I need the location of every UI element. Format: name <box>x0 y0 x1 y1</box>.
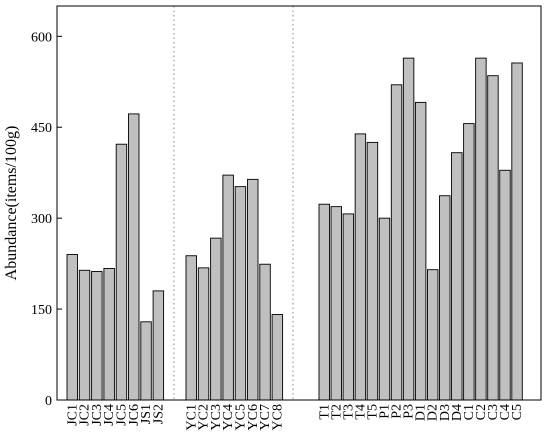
y-axis-ticks: 0 150 300 450 600 <box>31 30 62 409</box>
bar-p2 <box>390 84 403 401</box>
x-tick-label: C4 <box>498 404 513 420</box>
x-tick-label: YC1 <box>184 404 199 430</box>
y-tick-label: 600 <box>31 30 52 45</box>
x-tick-label: C2 <box>474 404 489 420</box>
bar-d2 <box>427 269 439 401</box>
x-tick-label: T2 <box>329 404 344 420</box>
x-tick-label: JC1 <box>65 404 80 426</box>
bar-c4 <box>499 169 511 401</box>
x-tick-label: YC3 <box>209 404 224 430</box>
x-tick-label: YC4 <box>221 404 236 430</box>
y-tick-label: 450 <box>31 121 52 136</box>
y-axis-title: Abundance(items/100g) <box>3 126 20 281</box>
bar-yc4 <box>222 174 234 401</box>
bar-d3 <box>439 195 451 401</box>
x-tick-label: D1 <box>414 404 429 421</box>
x-tick-label: JS1 <box>139 404 154 424</box>
bar-t3 <box>342 213 355 401</box>
x-tick-label: C5 <box>510 404 525 420</box>
bar-p1 <box>378 217 391 401</box>
x-tick-label: C1 <box>462 404 477 420</box>
x-tick-label: T1 <box>317 404 332 420</box>
x-tick-label: JC4 <box>102 404 117 426</box>
bar-t4 <box>354 133 367 401</box>
bar-yc6 <box>247 178 259 401</box>
x-tick-label: T5 <box>365 404 380 420</box>
bar-c3 <box>487 75 499 401</box>
bar-yc7 <box>259 263 271 401</box>
x-tick-label: JC5 <box>114 404 129 426</box>
x-tick-label: YC5 <box>233 404 248 430</box>
plot-frame <box>56 5 542 401</box>
bar-t2 <box>330 206 342 401</box>
y-tick-label: 300 <box>31 212 52 227</box>
bar-jc6 <box>128 113 140 401</box>
x-tick-label: YC8 <box>270 404 285 430</box>
bar-js2 <box>152 290 165 401</box>
x-tick-label: JC3 <box>90 404 105 426</box>
bar-d1 <box>414 101 427 401</box>
bar-jc3 <box>91 271 103 401</box>
bar-c2 <box>475 57 487 401</box>
x-tick-label: YC2 <box>197 404 212 430</box>
bar-jc1 <box>66 254 78 401</box>
bar-yc3 <box>210 237 222 401</box>
x-tick-label: D3 <box>438 404 453 421</box>
bar-c5 <box>511 62 523 401</box>
bar-jc5 <box>115 143 128 401</box>
bar-yc8 <box>271 314 284 401</box>
x-tick-label: D2 <box>426 404 441 421</box>
x-tick-label: JC6 <box>127 404 142 426</box>
y-tick-label: 150 <box>31 303 52 318</box>
x-tick-label: P2 <box>390 404 405 419</box>
x-tick-label: P3 <box>402 404 417 419</box>
bar-t1 <box>318 203 330 401</box>
x-tick-label: T3 <box>341 404 356 420</box>
bar-jc4 <box>103 268 115 401</box>
bars <box>66 57 523 401</box>
x-tick-label: C3 <box>486 404 501 420</box>
y-tick-label: 0 <box>45 394 52 409</box>
bar-yc2 <box>197 267 210 401</box>
bar-yc5 <box>234 186 247 401</box>
x-tick-label: T4 <box>353 404 368 420</box>
bar-c1 <box>463 123 475 401</box>
bar-jc2 <box>78 269 91 401</box>
x-tick-label: P1 <box>378 404 393 419</box>
bar-js1 <box>140 321 152 401</box>
x-tick-label: YC7 <box>258 404 273 430</box>
bar-d4 <box>451 152 463 401</box>
x-tick-label: JC2 <box>78 404 93 426</box>
x-tick-label: YC6 <box>246 404 261 430</box>
bar-t5 <box>366 141 379 401</box>
x-tick-label: JS2 <box>151 404 166 424</box>
bar-p3 <box>402 57 415 401</box>
x-tick-label: D4 <box>450 404 465 421</box>
bar-yc1 <box>185 255 197 401</box>
